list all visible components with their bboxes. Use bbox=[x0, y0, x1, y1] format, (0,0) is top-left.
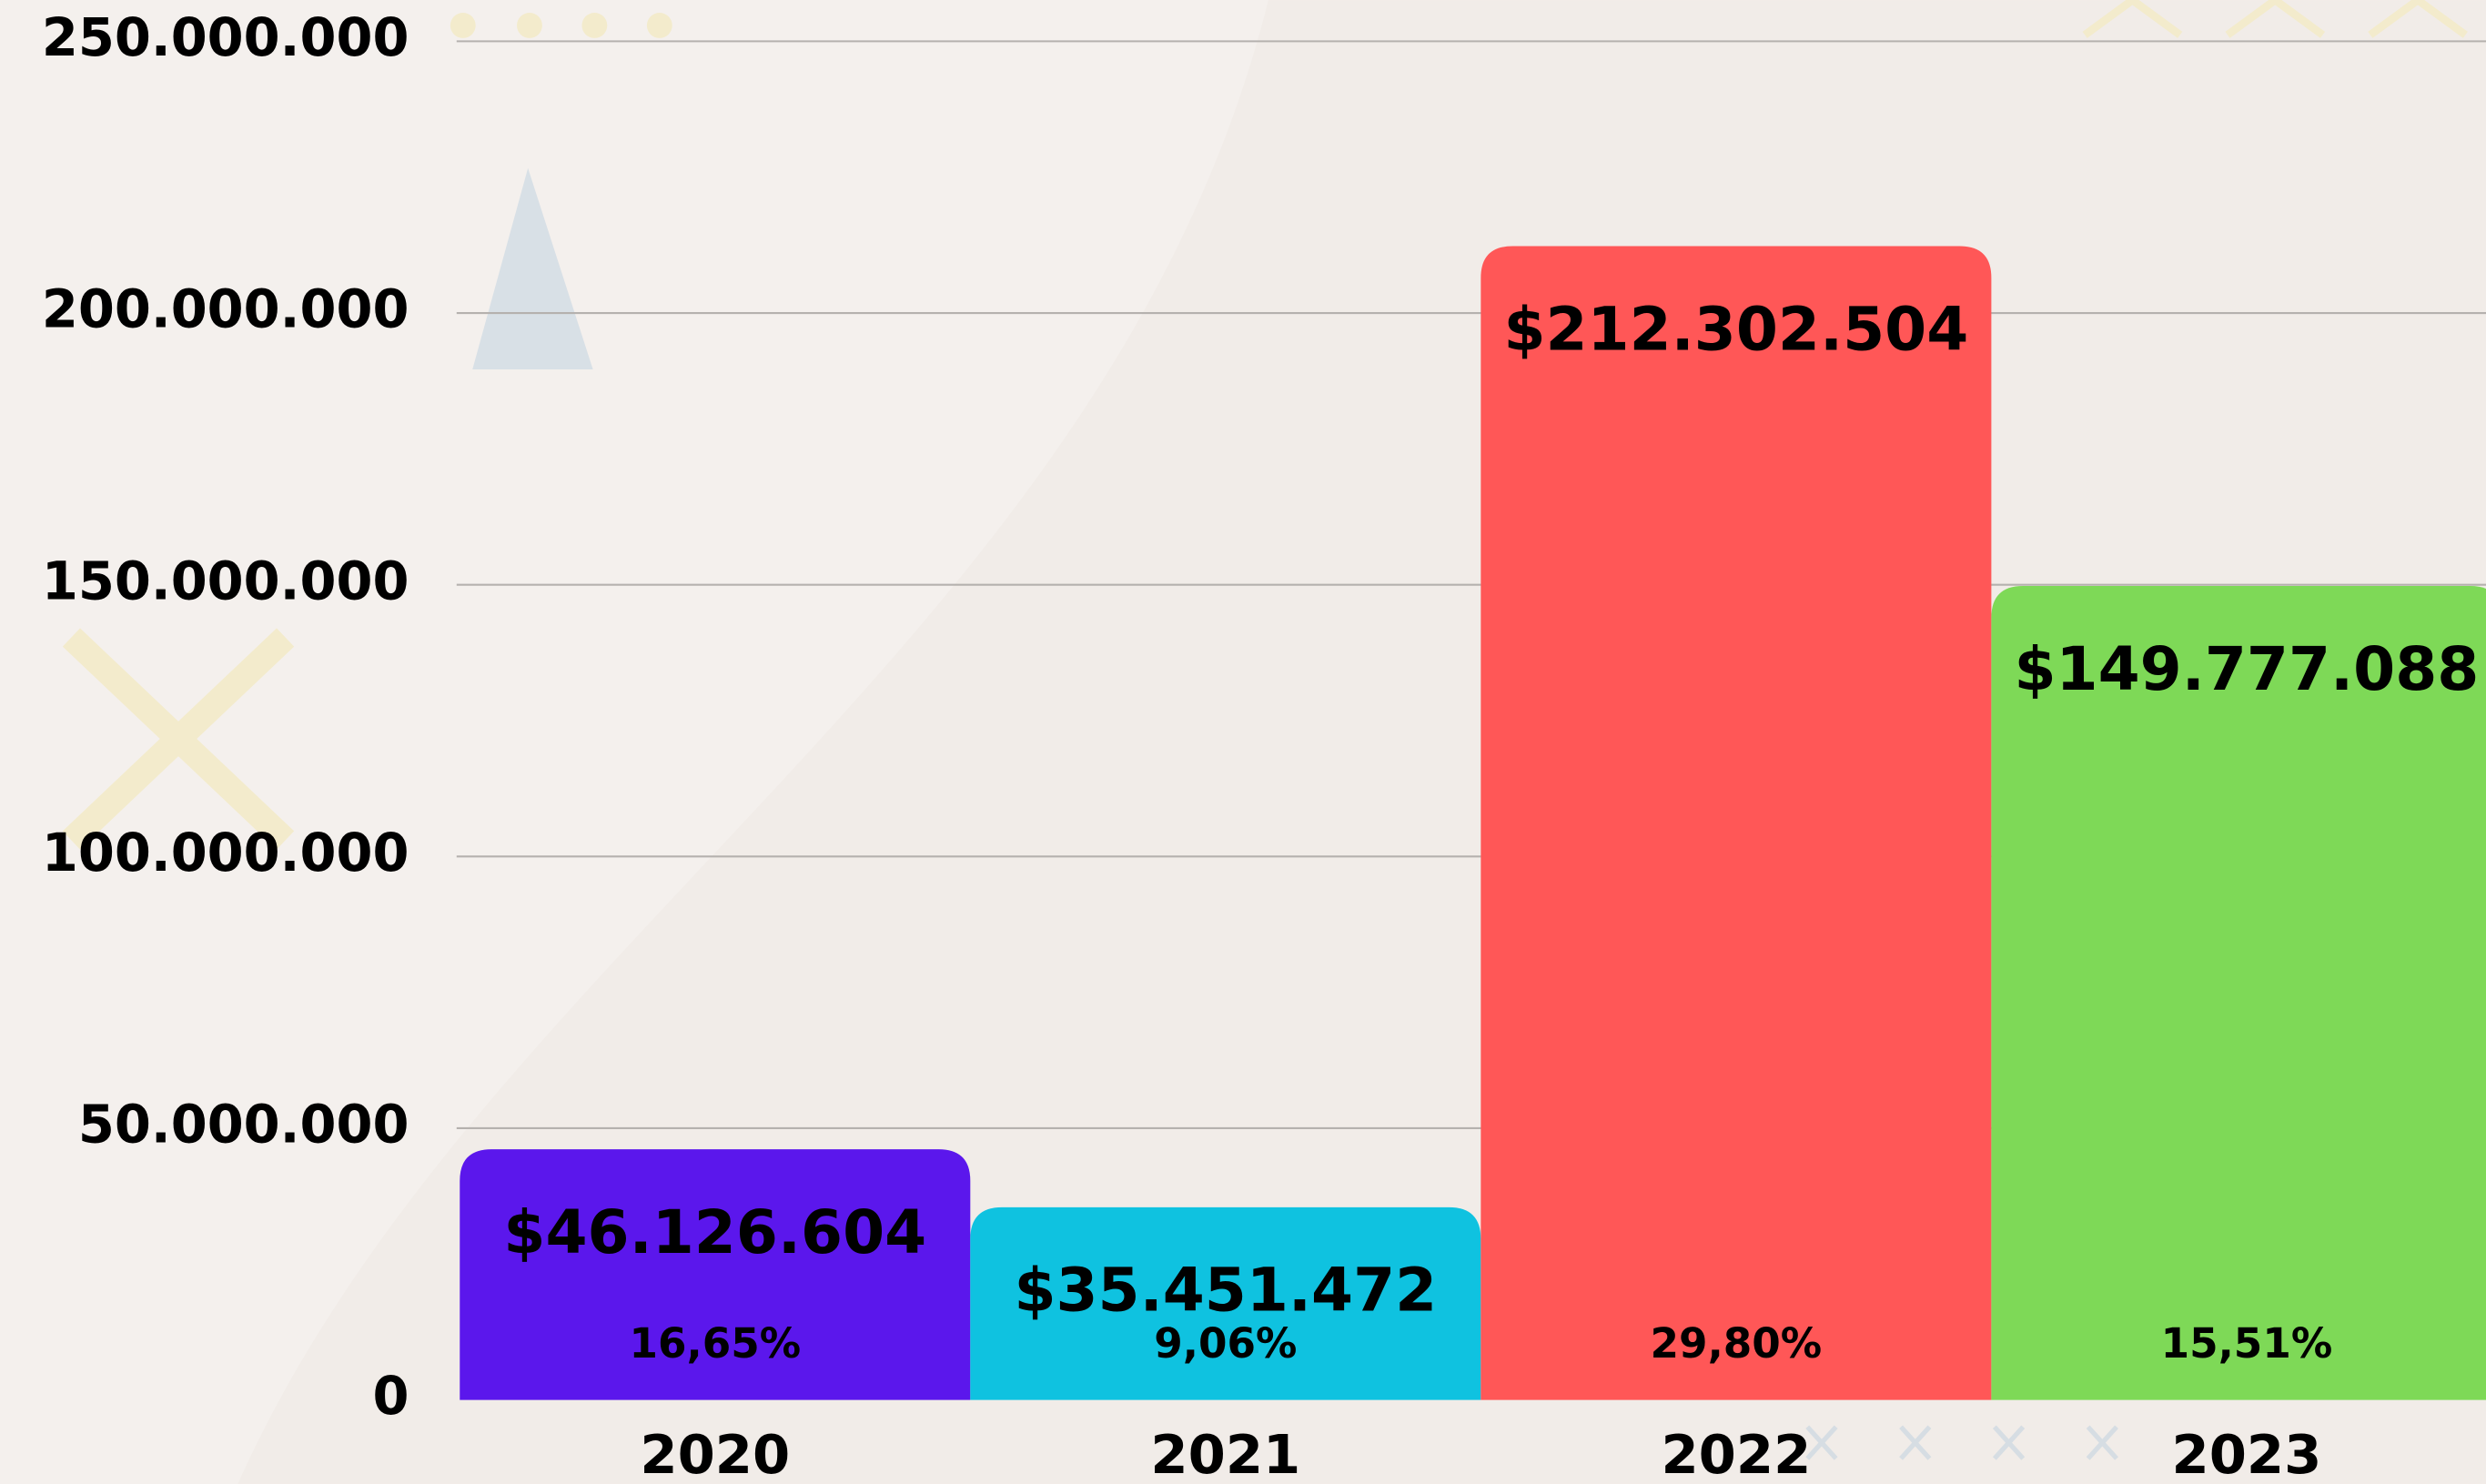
x-tick-label: 2023 bbox=[2171, 1423, 2321, 1484]
y-tick-label: 150.000.000 bbox=[42, 550, 409, 611]
bar bbox=[1480, 246, 1992, 1400]
decor-chevrons bbox=[2082, 0, 2468, 38]
value-label: $46.126.604 bbox=[503, 1197, 926, 1267]
decor-triangle bbox=[472, 167, 593, 370]
y-tick-label: 200.000.000 bbox=[42, 279, 409, 340]
x-tick-label: 2022 bbox=[1661, 1423, 1811, 1484]
value-label: $35.451.472 bbox=[1014, 1256, 1437, 1326]
x-tick-label: 2020 bbox=[640, 1423, 790, 1484]
bar bbox=[460, 1149, 971, 1400]
y-tick-label: 250.000.000 bbox=[42, 7, 409, 68]
decor-dots bbox=[450, 13, 672, 38]
decor-x bbox=[62, 628, 295, 850]
percent-label: 9,06% bbox=[1154, 1319, 1297, 1368]
y-tick-label: 50.000.000 bbox=[78, 1095, 409, 1156]
bar bbox=[970, 1206, 1481, 1400]
value-label: $149.777.088 bbox=[2014, 634, 2479, 704]
y-tick-label: 100.000.000 bbox=[42, 823, 409, 883]
percent-label: 29,80% bbox=[1651, 1319, 1823, 1368]
bar bbox=[1991, 585, 2486, 1400]
decor-small-x bbox=[1805, 1425, 2118, 1460]
plot: 0 50.000.000 100.000.000 150.000.000 200.000… bbox=[42, 7, 2486, 1484]
y-tick-label: 0 bbox=[373, 1366, 409, 1427]
percent-label: 16,65% bbox=[629, 1319, 801, 1368]
x-tick-label: 2021 bbox=[1150, 1423, 1300, 1484]
value-label: $212.302.504 bbox=[1503, 294, 1968, 364]
percent-label: 15,51% bbox=[2161, 1319, 2333, 1368]
